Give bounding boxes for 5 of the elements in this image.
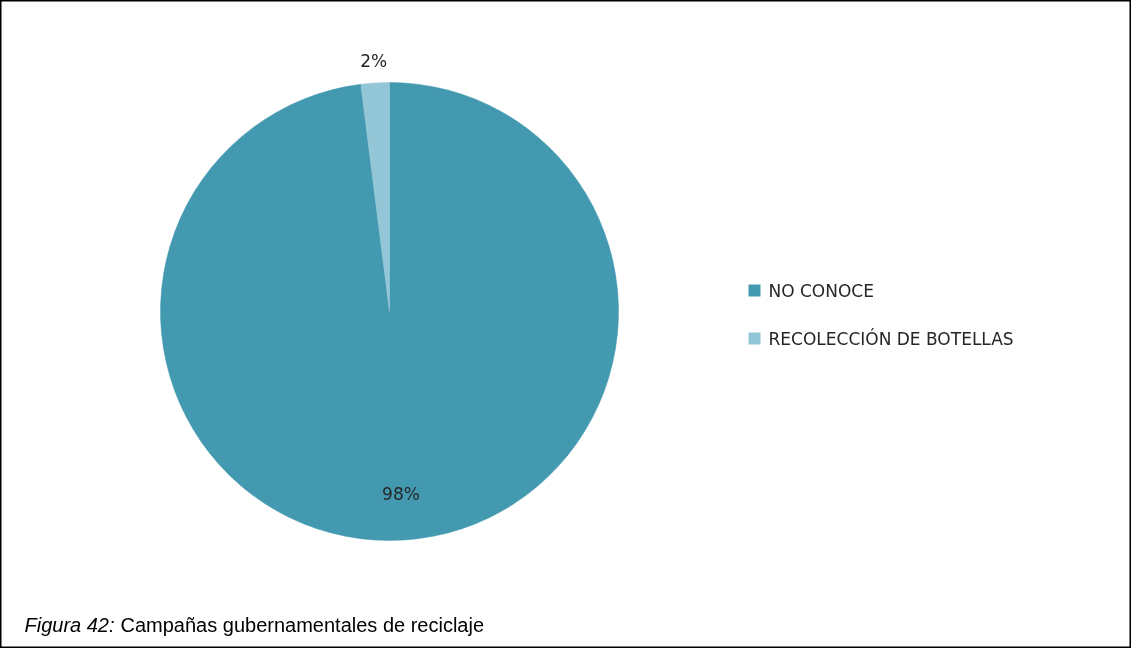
legend-label: RECOLECCIÓN DE BOTELLAS bbox=[768, 327, 1014, 349]
legend-label: NO CONOCE bbox=[768, 280, 874, 301]
data-label: 2% bbox=[360, 51, 388, 71]
text: Figura 42: Campañas gubernamentales de reciclaje bbox=[24, 613, 485, 636]
data-label: 98% bbox=[382, 484, 420, 505]
